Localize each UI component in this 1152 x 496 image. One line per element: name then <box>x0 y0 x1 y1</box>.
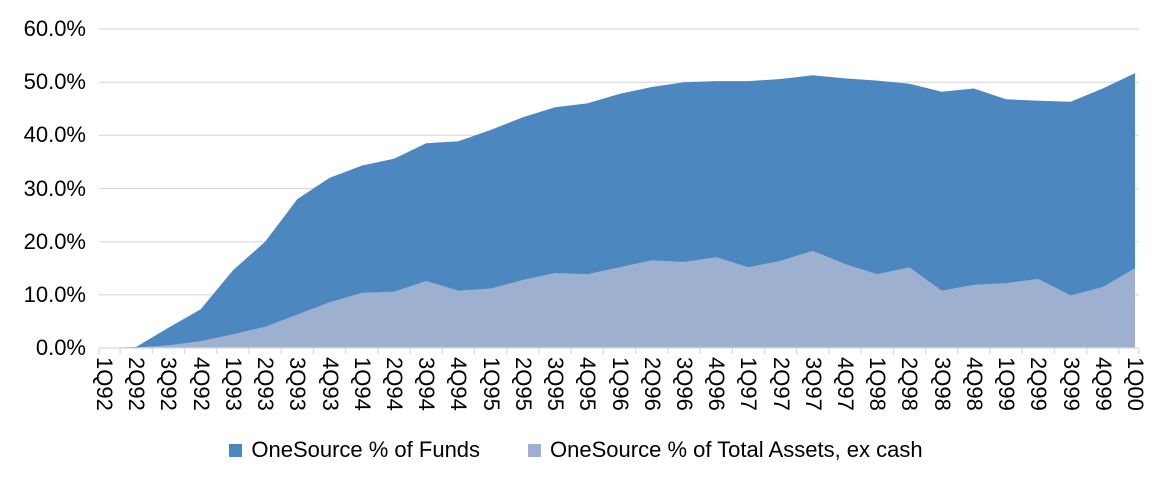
legend-item-funds: OneSource % of Funds <box>229 437 480 463</box>
x-axis-label: 4Q98 <box>961 357 987 411</box>
x-axis-label: 3Q94 <box>414 357 440 411</box>
x-axis-label: 2Q93 <box>253 357 279 411</box>
x-axis-label: 2Q96 <box>639 357 665 411</box>
funds-legend-swatch <box>229 443 243 457</box>
assets-legend-swatch <box>528 443 542 457</box>
x-axis-label: 2Q94 <box>381 357 407 411</box>
x-axis-label: 1Q00 <box>1123 357 1148 411</box>
y-axis-label: 40.0% <box>23 122 86 148</box>
x-axis-label: 2Q99 <box>1026 357 1052 411</box>
y-axis-label: 60.0% <box>23 16 86 41</box>
x-axis-label: 3Q93 <box>285 357 311 411</box>
x-axis-label: 4Q93 <box>317 357 343 411</box>
x-axis-label: 3Q99 <box>1058 357 1084 411</box>
x-axis-label: 3Q92 <box>156 357 182 411</box>
x-axis-label: 1Q94 <box>349 357 375 411</box>
y-axis-label: 10.0% <box>23 281 86 307</box>
x-axis-label: 2Q97 <box>768 357 794 411</box>
y-axis-label: 30.0% <box>23 175 86 201</box>
x-axis-label: 4Q96 <box>704 357 730 411</box>
legend: OneSource % of Funds OneSource % of Tota… <box>0 437 1152 463</box>
x-axis-label: 4Q94 <box>446 357 472 411</box>
x-axis-label: 4Q97 <box>833 357 859 411</box>
x-axis-label: 1Q96 <box>607 357 633 411</box>
x-axis-label: 1Q95 <box>478 357 504 411</box>
x-axis-label: 1Q98 <box>865 357 891 411</box>
x-axis-label: 1Q99 <box>994 357 1020 411</box>
x-axis-label: 1Q97 <box>736 357 762 411</box>
plot-area <box>98 28 1140 354</box>
x-axis-label: 3Q96 <box>671 357 697 411</box>
assets-area-series <box>104 250 1135 348</box>
x-axis-label: 4Q99 <box>1090 357 1116 411</box>
x-axis-label: 3Q95 <box>543 357 569 411</box>
funds-legend-label: OneSource % of Funds <box>251 437 481 462</box>
x-axis-label: 4Q92 <box>188 357 214 411</box>
x-axis-label: 2Q92 <box>124 357 150 411</box>
x-axis-label: 1Q92 <box>92 357 117 411</box>
y-axis-label: 0.0% <box>35 335 86 360</box>
x-axis-label: 2Q98 <box>897 357 923 411</box>
y-axis-label: 20.0% <box>23 228 86 254</box>
y-axis-label: 50.0% <box>23 69 86 95</box>
x-axis-label: 1Q93 <box>220 357 246 411</box>
legend-item-assets: OneSource % of Total Assets, ex cash <box>528 437 923 463</box>
x-axis-label: 2Q95 <box>510 357 536 411</box>
x-axis-label: 4Q95 <box>575 357 601 411</box>
x-axis-label: 3Q97 <box>800 357 826 411</box>
assets-legend-label: OneSource % of Total Assets, ex cash <box>550 437 923 462</box>
x-axis-label: 3Q98 <box>929 357 955 411</box>
